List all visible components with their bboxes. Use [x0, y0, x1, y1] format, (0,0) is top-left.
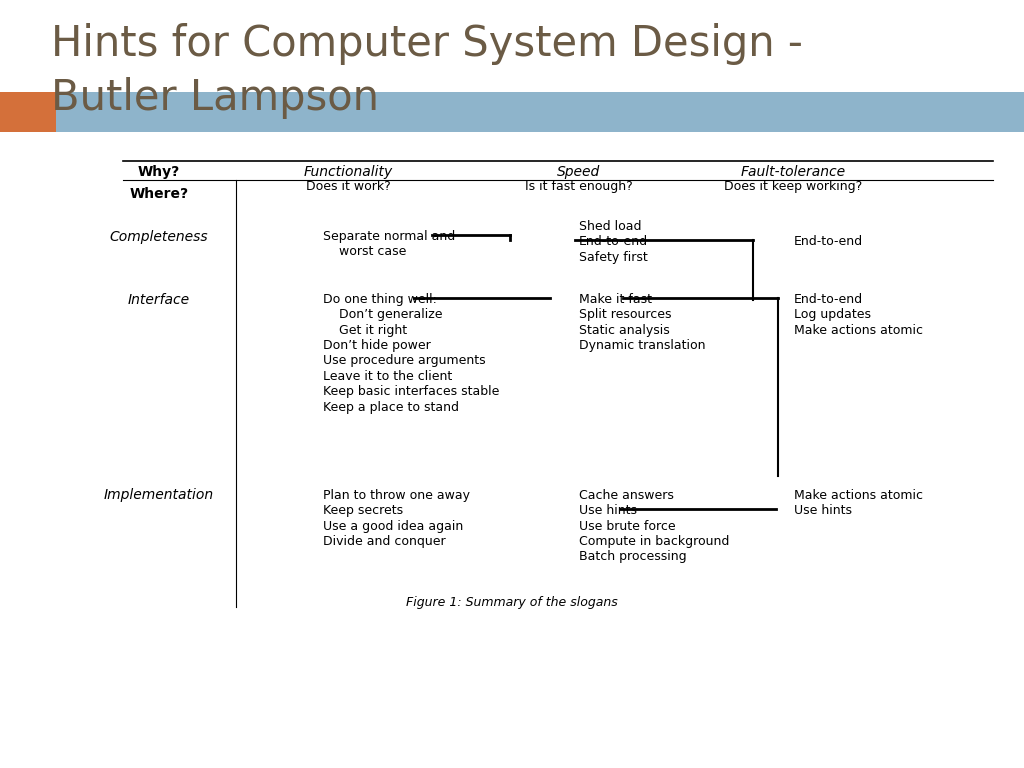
Text: Where?: Where?: [129, 187, 188, 200]
Text: End-to-end: End-to-end: [579, 236, 648, 248]
Text: Why?: Why?: [137, 165, 180, 179]
Text: Safety first: Safety first: [579, 251, 647, 263]
Text: Don’t generalize: Don’t generalize: [323, 309, 442, 321]
Text: Implementation: Implementation: [103, 488, 214, 502]
Text: Does it keep working?: Does it keep working?: [724, 180, 863, 194]
Text: Fault-tolerance: Fault-tolerance: [741, 165, 846, 179]
Text: Functionality: Functionality: [303, 165, 393, 179]
Text: Keep a place to stand: Keep a place to stand: [323, 401, 459, 413]
Text: Use hints: Use hints: [794, 505, 852, 517]
Text: Completeness: Completeness: [110, 230, 208, 243]
Text: Use a good idea again: Use a good idea again: [323, 520, 463, 532]
Text: Butler Lampson: Butler Lampson: [51, 77, 379, 119]
FancyBboxPatch shape: [56, 92, 1024, 132]
Text: Figure 1: Summary of the slogans: Figure 1: Summary of the slogans: [407, 597, 617, 609]
Text: Get it right: Get it right: [323, 324, 407, 336]
Text: Use hints: Use hints: [579, 505, 637, 517]
Text: Keep secrets: Keep secrets: [323, 505, 402, 517]
Text: Static analysis: Static analysis: [579, 324, 670, 336]
Text: Separate normal and: Separate normal and: [323, 230, 455, 243]
Text: Cache answers: Cache answers: [579, 489, 674, 502]
Text: Do one thing well:: Do one thing well:: [323, 293, 436, 306]
Text: Interface: Interface: [128, 293, 189, 306]
Text: Split resources: Split resources: [579, 309, 671, 321]
Text: End-to-end: End-to-end: [794, 293, 863, 306]
Text: Leave it to the client: Leave it to the client: [323, 370, 452, 382]
Text: Compute in background: Compute in background: [579, 535, 729, 548]
Text: Plan to throw one away: Plan to throw one away: [323, 489, 470, 502]
Text: Batch processing: Batch processing: [579, 551, 686, 563]
Text: Dynamic translation: Dynamic translation: [579, 339, 706, 352]
Text: Make it fast: Make it fast: [579, 293, 651, 306]
Text: Keep basic interfaces stable: Keep basic interfaces stable: [323, 386, 499, 398]
Text: Is it fast enough?: Is it fast enough?: [524, 180, 633, 194]
Text: Does it work?: Does it work?: [306, 180, 390, 194]
Text: Make actions atomic: Make actions atomic: [794, 489, 923, 502]
Text: Use brute force: Use brute force: [579, 520, 675, 532]
Text: Use procedure arguments: Use procedure arguments: [323, 355, 485, 367]
FancyBboxPatch shape: [0, 92, 56, 132]
Text: Hints for Computer System Design -: Hints for Computer System Design -: [51, 23, 803, 65]
Text: Divide and conquer: Divide and conquer: [323, 535, 445, 548]
Text: Don’t hide power: Don’t hide power: [323, 339, 430, 352]
Text: Make actions atomic: Make actions atomic: [794, 324, 923, 336]
Text: worst case: worst case: [323, 246, 406, 258]
Text: Shed load: Shed load: [579, 220, 641, 233]
Text: End-to-end: End-to-end: [794, 236, 863, 248]
Text: Speed: Speed: [557, 165, 600, 179]
Text: Log updates: Log updates: [794, 309, 870, 321]
